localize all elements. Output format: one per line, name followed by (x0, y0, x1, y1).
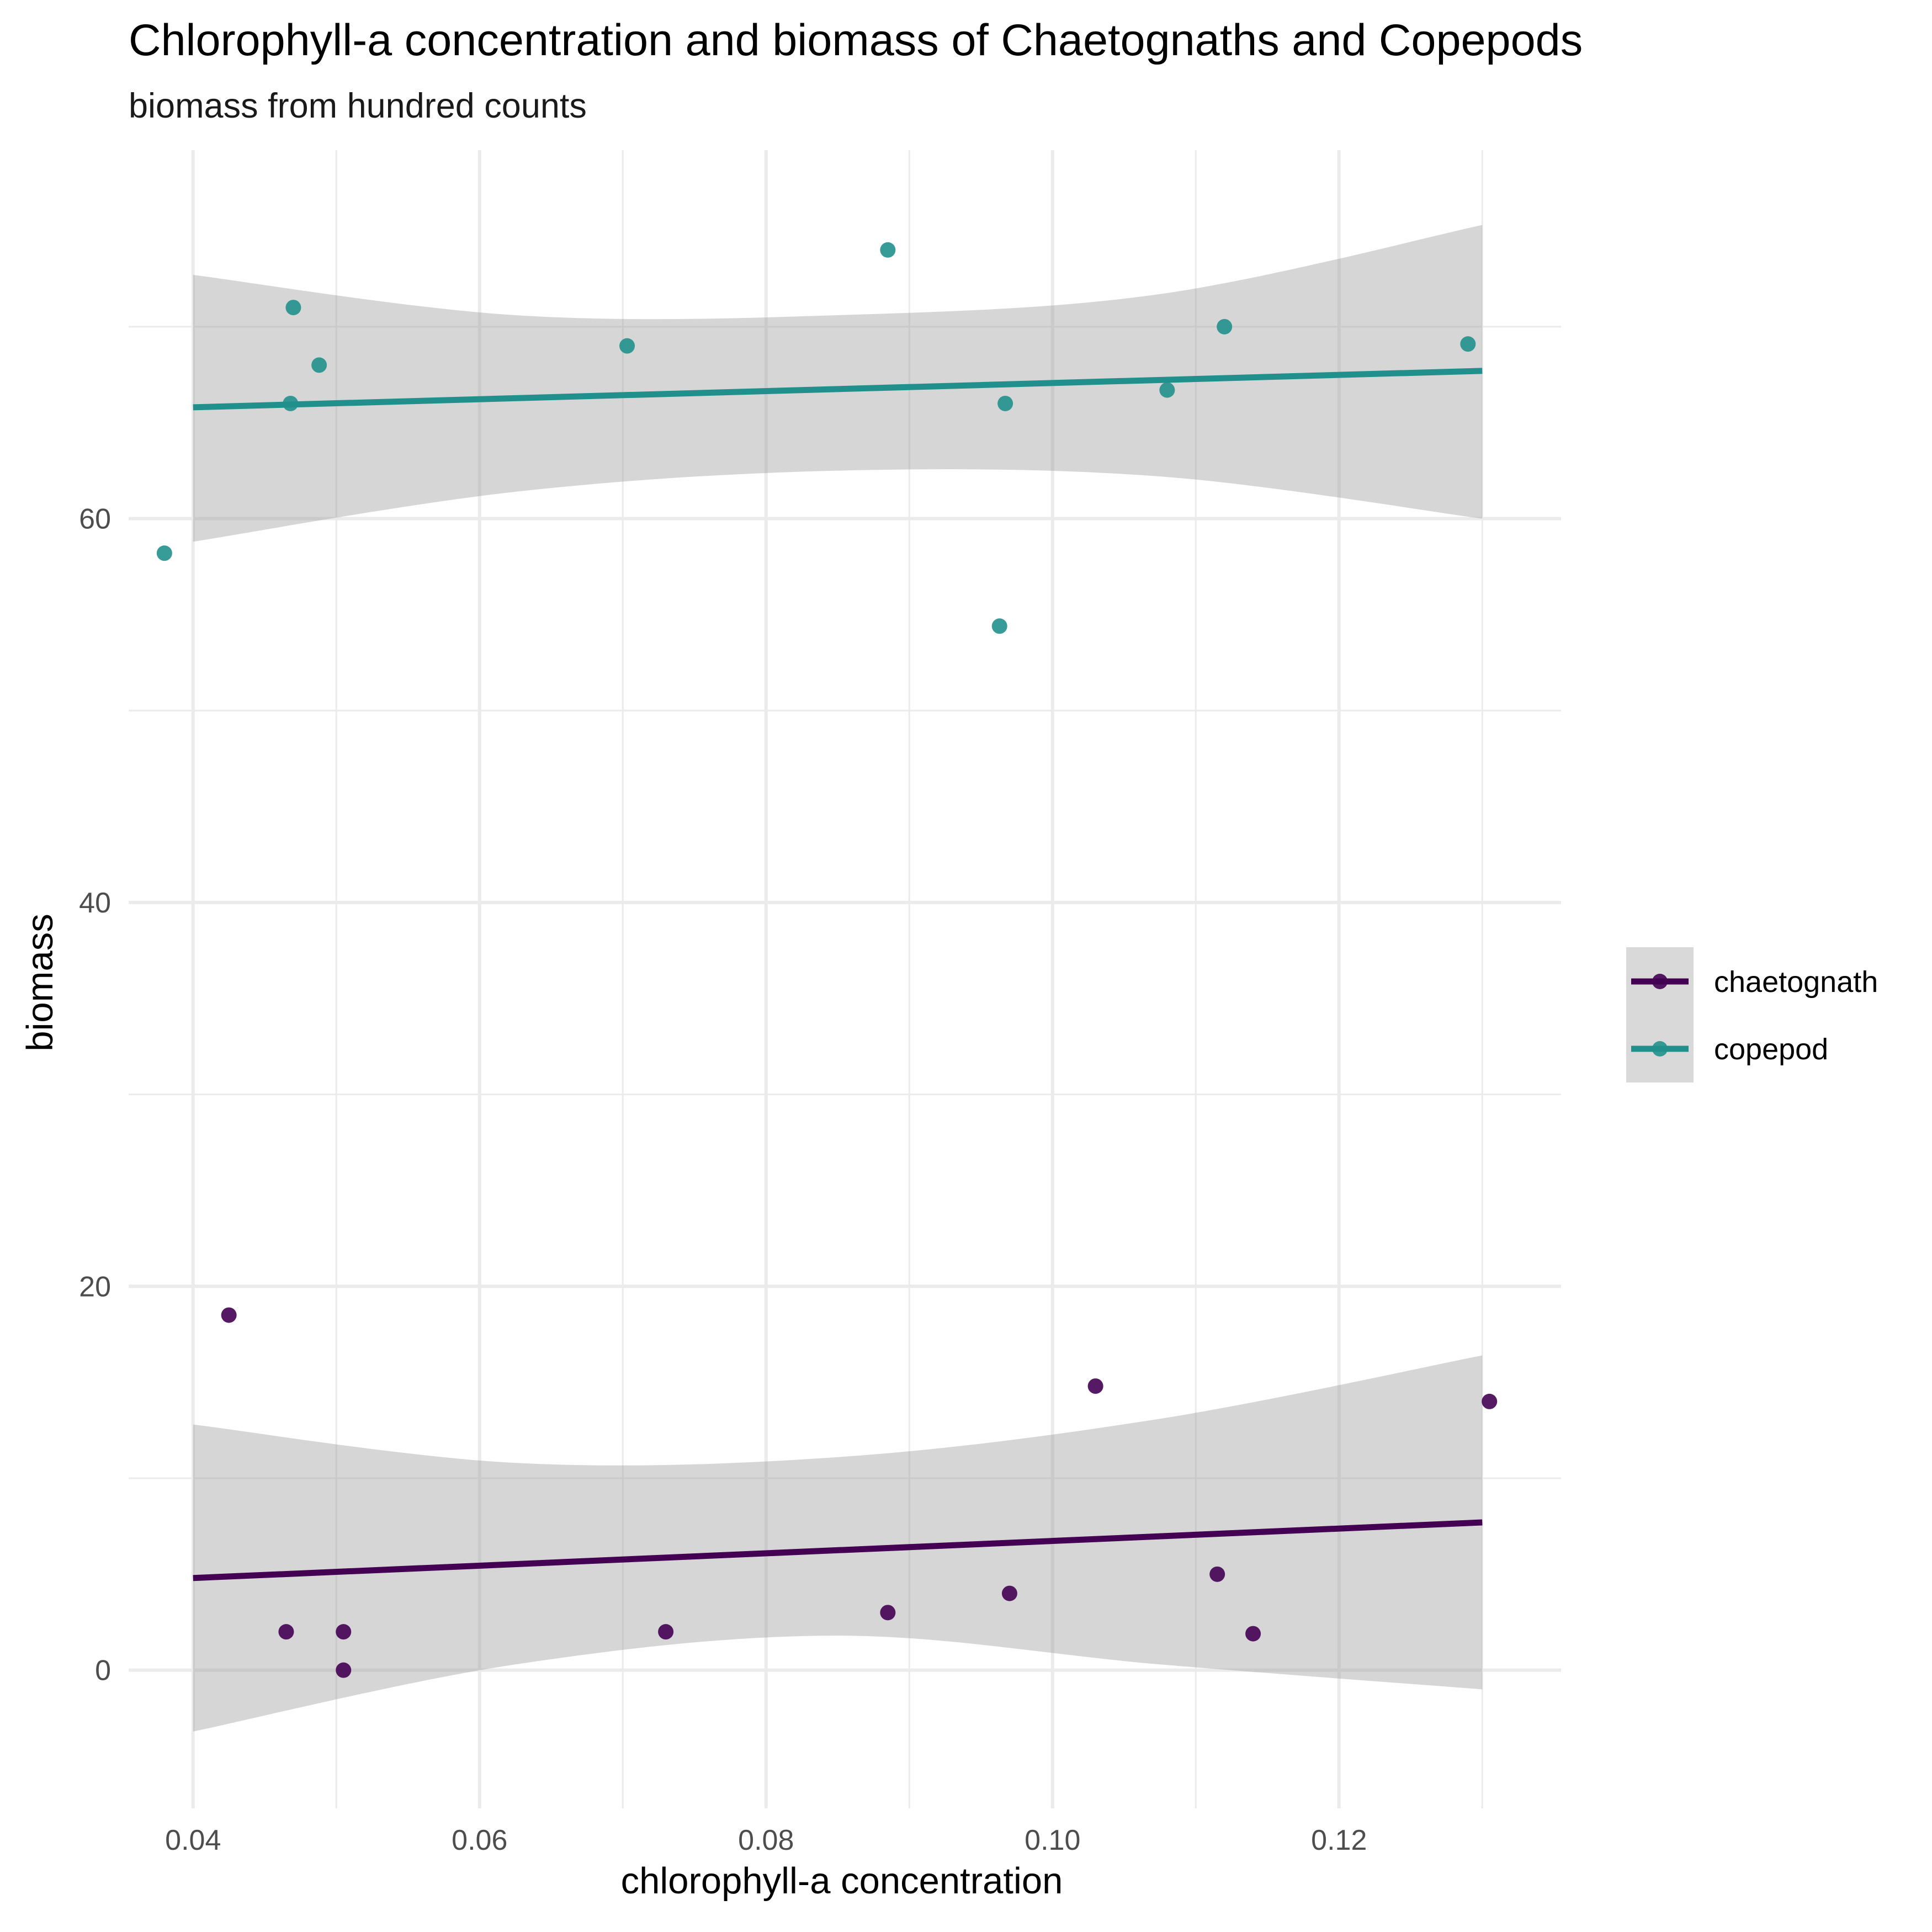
chaetognath-data-point (1087, 1378, 1103, 1394)
x-tick-label: 0.04 (165, 1824, 221, 1856)
fit-lines (193, 368, 1483, 1581)
chaetognath-data-point (336, 1624, 352, 1640)
y-axis-title: biomass (19, 914, 61, 1051)
chaetognath-data-point (278, 1624, 294, 1640)
legend-key-background (1626, 947, 1694, 1082)
grid (129, 150, 1561, 1808)
copepod-confidence-band (193, 225, 1483, 542)
copepod-data-point (1460, 336, 1476, 352)
x-tick-label: 0.10 (1025, 1824, 1080, 1856)
legend-label-chaetognath: chaetognath (1714, 965, 1878, 999)
chaetognath-confidence-band (193, 1355, 1483, 1732)
copepod-data-point (283, 395, 299, 411)
chaetognath-fit-line (193, 1519, 1483, 1581)
copepod-fit-line (193, 368, 1483, 411)
y-tick-label: 40 (79, 887, 111, 919)
copepod-data-point (1217, 319, 1233, 335)
copepod-data-point (880, 242, 896, 258)
copepod-data-point (311, 357, 327, 373)
x-axis-title: chlorophyll-a concentration (621, 1860, 1063, 1902)
chaetognath-data-point (1482, 1393, 1498, 1409)
x-tick-label: 0.12 (1311, 1824, 1367, 1856)
legend: chaetognath copepod (1626, 947, 1878, 1082)
chaetognath-data-point (880, 1605, 896, 1621)
y-tick-label: 60 (79, 503, 111, 535)
chaetognath-data-point (336, 1662, 352, 1678)
copepod-data-point (285, 300, 301, 316)
chaetognath-data-point (1209, 1566, 1225, 1582)
data-points (156, 242, 1498, 1678)
legend-key-point-copepod (1652, 1041, 1668, 1057)
x-tick-label: 0.06 (452, 1824, 507, 1856)
x-tick-label: 0.08 (738, 1824, 794, 1856)
chaetognath-data-point (1245, 1626, 1261, 1642)
chart-title: Chlorophyll-a concentration and biomass … (129, 15, 1583, 65)
confidence-bands (193, 225, 1483, 1732)
y-tick-label: 20 (79, 1271, 111, 1303)
copepod-data-point (1159, 382, 1175, 398)
legend-label-copepod: copepod (1714, 1033, 1828, 1066)
copepod-data-point (156, 545, 172, 561)
tick-labels: 0.04 0.06 0.08 0.10 0.12 0 20 40 60 (79, 503, 1367, 1856)
chart-subtitle: biomass from hundred counts (129, 87, 587, 125)
chaetognath-data-point (1001, 1585, 1017, 1601)
chaetognath-data-point (658, 1624, 674, 1640)
y-tick-label: 0 (95, 1655, 111, 1687)
chaetognath-data-point (221, 1307, 237, 1323)
copepod-data-point (991, 618, 1007, 634)
copepod-data-point (997, 395, 1013, 411)
copepod-data-point (619, 338, 635, 354)
legend-key-point-chaetognath (1652, 974, 1668, 989)
